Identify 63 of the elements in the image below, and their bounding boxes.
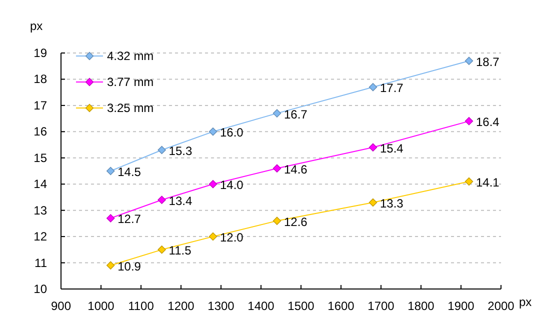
data-label: 12.0 <box>220 230 244 245</box>
point <box>464 56 474 65</box>
data-label: 15.4 <box>380 141 404 156</box>
data-label: 13.4 <box>168 194 192 208</box>
x-tick-label: 1500 <box>288 299 315 313</box>
data-label: 12.7 <box>118 212 142 226</box>
y-tick-label: 16 <box>34 124 48 139</box>
point <box>106 261 115 270</box>
data-label: 17.7 <box>380 81 404 96</box>
x-tick-label: 1700 <box>368 299 395 313</box>
x-tick-label: 2000 <box>488 299 515 313</box>
x-tick-label: 900 <box>50 299 72 313</box>
data-label: 16.4 <box>476 115 500 130</box>
data-label: 16.0 <box>220 126 244 140</box>
legend-label: 3.25 mm <box>107 101 154 115</box>
data-label: 14.5 <box>118 165 142 179</box>
point <box>208 180 218 188</box>
point <box>106 214 115 222</box>
legend-label: 3.77 mm <box>107 75 154 89</box>
data-label: 13.3 <box>380 196 404 210</box>
data-label: 14.6 <box>284 162 308 176</box>
y-tick-label: 19 <box>34 46 48 60</box>
y-tick-label: 13 <box>34 203 48 218</box>
x-tick-label: 1900 <box>448 299 475 313</box>
data-label: 14.1 <box>476 175 500 190</box>
point <box>158 146 166 154</box>
x-tick-label: 1800 <box>408 299 435 313</box>
y-tick-label: 15 <box>34 150 48 165</box>
data-label: 16.7 <box>284 107 308 122</box>
point <box>272 216 282 225</box>
x-tick-label: 1400 <box>248 299 275 313</box>
point <box>368 82 378 92</box>
data-label: 11.5 <box>168 244 192 258</box>
y-tick-label: 10 <box>34 282 48 296</box>
y-axis-title: px <box>30 19 43 33</box>
point <box>368 143 378 152</box>
x-tick-label: 1100 <box>128 299 154 313</box>
point <box>368 198 378 207</box>
x-tick-label: 1000 <box>88 299 115 313</box>
y-tick-label: 14 <box>34 177 48 192</box>
x-tick-label: 1200 <box>168 299 195 313</box>
point <box>158 246 166 254</box>
x-axis-title: px <box>519 295 532 309</box>
y-tick-label: 17 <box>34 98 48 112</box>
point <box>464 177 474 186</box>
point <box>158 196 166 204</box>
x-tick-label: 1600 <box>328 299 355 313</box>
point <box>464 117 474 126</box>
point <box>272 109 282 118</box>
y-tick-label: 12 <box>34 230 48 244</box>
data-label: 14.0 <box>220 178 244 192</box>
data-label: 18.7 <box>476 54 500 69</box>
point <box>106 166 115 176</box>
data-label: 10.9 <box>118 259 142 274</box>
legend-label: 4.32 mm <box>107 49 154 63</box>
x-tick-label: 1300 <box>208 299 235 313</box>
y-tick-label: 11 <box>34 256 48 270</box>
data-label: 12.6 <box>284 214 308 229</box>
data-label: 15.3 <box>168 144 192 158</box>
y-tick-label: 18 <box>34 72 48 86</box>
point <box>208 128 218 136</box>
point <box>272 164 282 172</box>
point <box>208 232 218 241</box>
